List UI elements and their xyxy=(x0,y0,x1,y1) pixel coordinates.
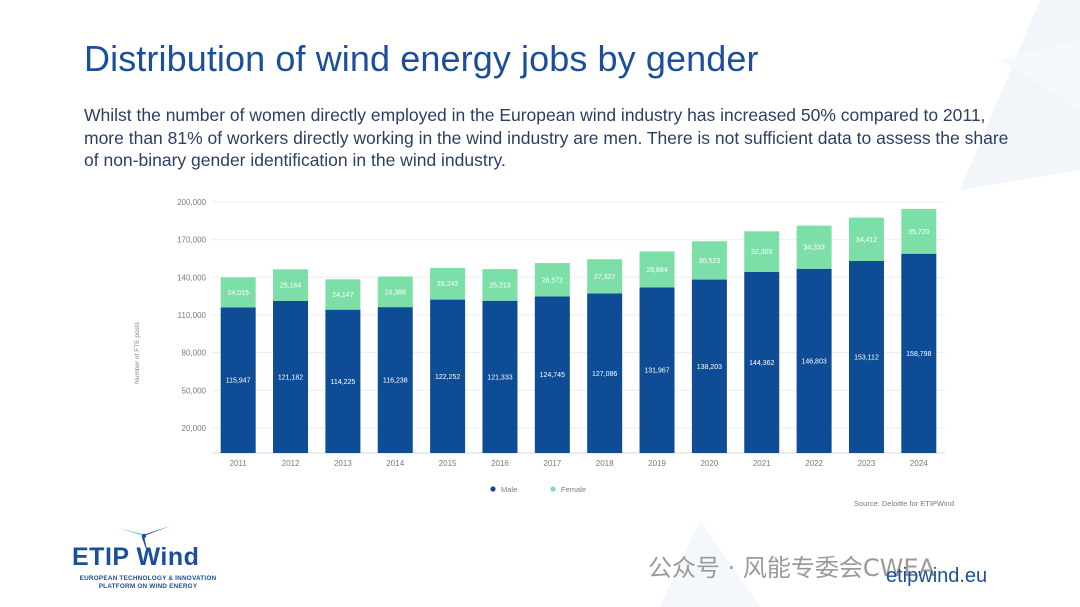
bar-female xyxy=(325,279,361,310)
bar-female xyxy=(482,269,518,301)
data-label-female: 35,720 xyxy=(908,229,930,236)
logo-name: ETIP Wind xyxy=(72,543,200,571)
data-label-female: 24,147 xyxy=(332,292,354,299)
data-label-female: 25,213 xyxy=(489,282,511,289)
y-tick-label: 140,000 xyxy=(177,273,206,282)
stacked-bar-chart: 20,000 50,000 80,000 110,000 140,000 170,000 2… xyxy=(134,198,954,508)
y-tick-label: 110,000 xyxy=(178,311,207,320)
data-label-male: 121,182 xyxy=(278,374,303,381)
data-label-female: 27,327 xyxy=(594,274,616,281)
x-tick-label: 2016 xyxy=(491,459,509,468)
data-label-female: 24,015 xyxy=(227,290,249,297)
bar-male xyxy=(482,300,518,453)
data-label-female: 34,333 xyxy=(803,245,825,252)
data-label-male: 131,967 xyxy=(644,368,669,375)
bar-female xyxy=(691,241,727,280)
y-tick-label: 80,000 xyxy=(182,349,207,358)
x-tick-label: 2014 xyxy=(386,459,404,468)
x-tick-label: 2024 xyxy=(910,459,928,468)
data-label-female: 24,386 xyxy=(385,289,407,296)
logo-tagline-2: PLATFORM ON WIND ENERGY xyxy=(98,583,198,590)
x-tick-label: 2022 xyxy=(805,459,823,468)
x-tick-label: 2020 xyxy=(700,459,718,468)
data-label-male: 146,803 xyxy=(801,358,826,365)
data-label-male: 153,112 xyxy=(854,354,879,361)
y-tick-label: 20,000 xyxy=(182,424,207,433)
legend-label-male: Male xyxy=(501,485,517,494)
legend-marker-female xyxy=(550,486,556,492)
bar-male xyxy=(220,307,256,453)
x-tick-label: 2015 xyxy=(439,459,457,468)
bar-female xyxy=(587,259,623,294)
data-label-male: 115,947 xyxy=(226,378,251,385)
y-tick-label: 170,000 xyxy=(177,236,206,245)
watermark-text: 公众号 · 风能专委会CWEA xyxy=(648,554,935,582)
x-tick-label: 2013 xyxy=(334,459,352,468)
bar-male xyxy=(377,307,413,453)
data-label-female: 25,243 xyxy=(437,281,459,288)
bar-female xyxy=(744,231,780,272)
bar-male xyxy=(273,300,309,453)
bar-female xyxy=(377,276,413,308)
data-label-female: 32,303 xyxy=(751,249,773,256)
website-link[interactable]: etipwind.eu xyxy=(886,565,988,587)
data-label-male: 138,203 xyxy=(697,364,722,371)
source-note: Source: Deloitte for ETIPWind xyxy=(854,499,954,508)
data-label-female: 28,684 xyxy=(646,267,668,274)
bar-male xyxy=(639,287,675,453)
data-label-male: 122,252 xyxy=(435,374,460,381)
data-label-female: 25,164 xyxy=(280,283,302,290)
wechat-watermark: 公众号 · 风能专委会CWEA xyxy=(648,548,935,583)
bar-male xyxy=(848,260,884,453)
bar-female xyxy=(639,251,675,288)
x-tick-label: 2019 xyxy=(648,459,666,468)
bar-female xyxy=(848,217,884,261)
x-tick-label: 2011 xyxy=(230,459,248,468)
y-tick-label: 50,000 xyxy=(182,386,207,395)
data-label-male: 121,333 xyxy=(487,374,512,381)
bar-male xyxy=(587,293,623,453)
data-label-female: 30,523 xyxy=(699,258,721,265)
data-label-female: 26,572 xyxy=(542,277,564,284)
bar-female xyxy=(430,267,466,300)
bar-male xyxy=(325,309,361,453)
bar-female xyxy=(273,269,309,301)
page-subtitle: Whilst the number of women directly empl… xyxy=(84,105,1009,170)
y-axis-title: Number of FTE posts xyxy=(134,321,141,384)
y-tick-label: 200,000 xyxy=(177,198,206,207)
bar-male xyxy=(534,296,570,453)
data-label-female: 34,412 xyxy=(856,237,878,244)
bar-male xyxy=(901,253,937,453)
data-label-male: 114,225 xyxy=(330,379,355,386)
bar-female xyxy=(796,225,832,269)
wind-turbine-icon xyxy=(118,526,170,554)
bar-male xyxy=(691,279,727,453)
logo-tagline-1: EUROPEAN TECHNOLOGY & INNOVATION xyxy=(79,575,217,582)
bar-male xyxy=(796,268,832,453)
legend-marker-male xyxy=(490,486,496,492)
x-tick-label: 2023 xyxy=(858,459,876,468)
data-label-male: 116,238 xyxy=(383,378,408,385)
bar-female xyxy=(534,263,570,297)
data-label-male: 127,086 xyxy=(592,371,617,378)
bar-male xyxy=(430,299,466,453)
x-tick-label: 2018 xyxy=(596,459,614,468)
legend-label-female: Female xyxy=(561,485,586,494)
x-tick-label: 2017 xyxy=(543,459,561,468)
x-tick-label: 2012 xyxy=(282,459,300,468)
bar-female xyxy=(901,208,937,254)
data-label-male: 158,798 xyxy=(906,351,931,358)
bar-male xyxy=(744,271,780,453)
x-tick-label: 2021 xyxy=(753,459,771,468)
data-label-male: 144,362 xyxy=(749,360,774,367)
etip-wind-logo: ETIP Wind EUROPEAN TECHNOLOGY & INNOVATI… xyxy=(66,522,236,598)
page-title: Distribution of wind energy jobs by gend… xyxy=(84,38,759,79)
data-label-male: 124,745 xyxy=(540,372,565,379)
bar-female xyxy=(220,277,256,308)
